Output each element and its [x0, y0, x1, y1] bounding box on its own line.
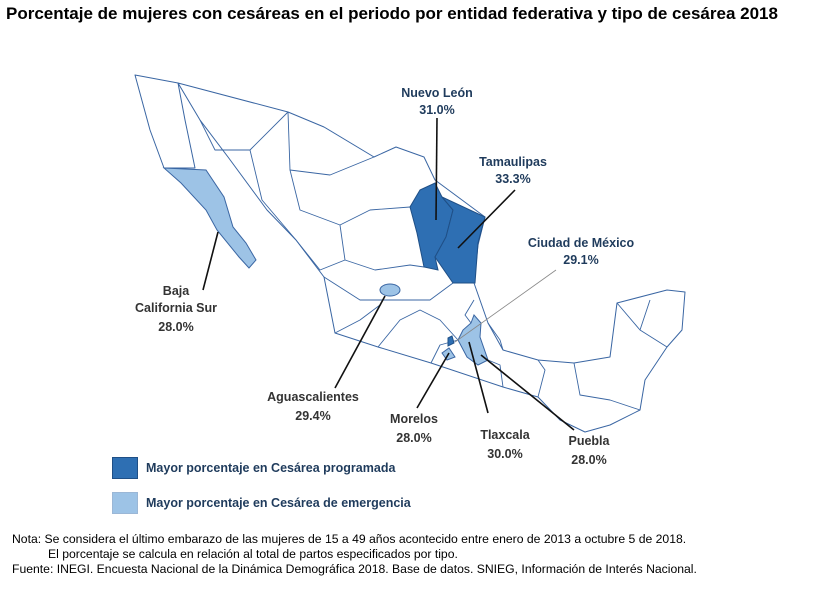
note-text: El porcentaje se calcula en relación al … — [48, 547, 458, 561]
label-aguascalientes: Aguascalientes 29.4% — [267, 389, 359, 425]
leader-nuevo-leon — [435, 117, 438, 221]
state-value: 33.3% — [495, 172, 531, 186]
state-value: 28.0% — [396, 431, 432, 445]
leader-aguascalientes — [334, 295, 386, 389]
note-text: Nota: Se considera el último embarazo de… — [12, 532, 687, 546]
label-tlaxcala: Tlaxcala 30.0% — [480, 427, 529, 463]
state-value: 29.4% — [295, 409, 331, 423]
label-nuevo-leon: Nuevo León 31.0% — [401, 85, 473, 119]
state-name: Nuevo León — [401, 86, 473, 100]
baja-california-outline — [134, 74, 196, 169]
source-text: Fuente: INEGI. Encuesta Nacional de la D… — [12, 562, 697, 576]
leader-morelos — [416, 352, 450, 409]
legend-label: Mayor porcentaje en Cesárea programada — [146, 461, 396, 475]
state-value: 28.0% — [571, 453, 607, 467]
leader-cdmx — [454, 269, 557, 343]
label-morelos: Morelos 28.0% — [390, 411, 438, 447]
state-ciudad-de-mexico[interactable] — [447, 335, 455, 347]
state-name: Ciudad de México — [527, 236, 635, 250]
state-name: California Sur — [135, 301, 217, 315]
state-value: 28.0% — [158, 320, 194, 334]
label-puebla: Puebla 28.0% — [569, 433, 610, 469]
state-borders — [199, 111, 668, 411]
state-name: Baja — [162, 284, 190, 298]
state-baja-california-sur[interactable] — [162, 167, 257, 269]
leader-tamaulipas — [457, 189, 516, 249]
state-value: 29.1% — [563, 253, 599, 267]
state-value: 31.0% — [419, 103, 455, 117]
state-value: 30.0% — [487, 447, 523, 461]
label-tamaulipas: Tamaulipas 33.3% — [479, 154, 547, 188]
label-bcs: Baja California Sur 28.0% — [135, 283, 217, 336]
state-puebla-tlaxcala[interactable] — [457, 314, 489, 366]
leader-tlaxcala — [468, 341, 489, 414]
state-tamaulipas[interactable] — [434, 196, 486, 284]
leader-bcs — [202, 231, 219, 291]
legend-swatch-light — [112, 492, 138, 514]
state-name: Tlaxcala — [480, 428, 530, 442]
legend-item-programada: Mayor porcentaje en Cesárea programada — [112, 457, 395, 479]
state-name: Aguascalientes — [267, 390, 359, 404]
legend-swatch-dark — [112, 457, 138, 479]
legend-label: Mayor porcentaje en Cesárea de emergenci… — [146, 496, 411, 510]
state-aguascalientes[interactable] — [379, 283, 401, 297]
state-name: Tamaulipas — [479, 155, 547, 169]
state-name: Morelos — [390, 412, 438, 426]
label-cdmx: Ciudad de México 29.1% — [528, 235, 634, 269]
footnotes: Nota: Se considera el último embarazo de… — [12, 532, 697, 577]
legend-item-emergencia: Mayor porcentaje en Cesárea de emergenci… — [112, 492, 411, 514]
state-name: Puebla — [568, 434, 610, 448]
leader-puebla — [480, 354, 575, 431]
chart-title: Porcentaje de mujeres con cesáreas en el… — [6, 4, 778, 23]
